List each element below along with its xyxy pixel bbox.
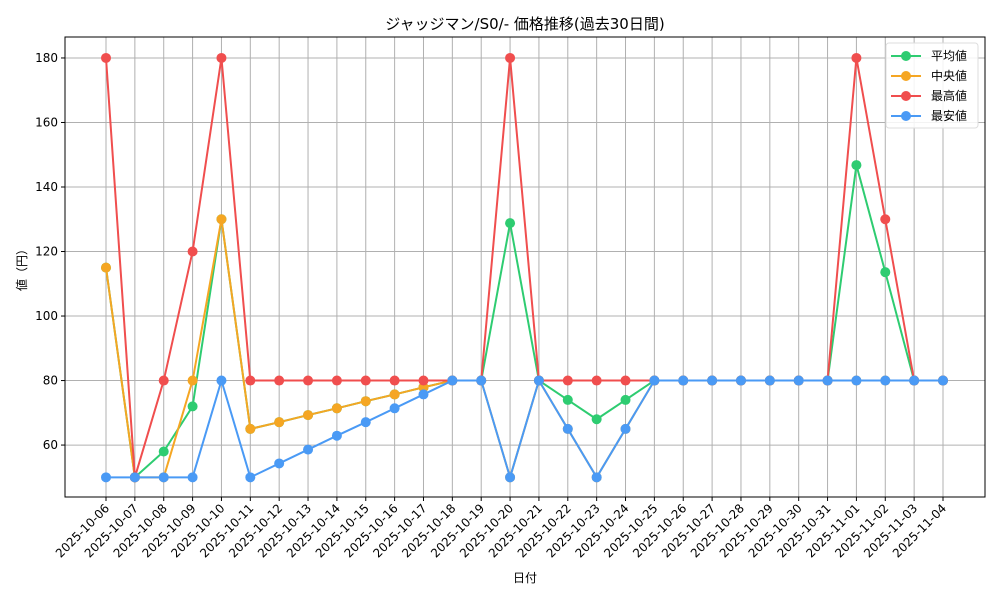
data-point bbox=[533, 375, 544, 386]
legend-marker bbox=[901, 111, 911, 121]
data-point bbox=[360, 375, 371, 386]
data-point bbox=[851, 160, 862, 171]
data-point bbox=[274, 458, 285, 469]
data-point bbox=[245, 375, 256, 386]
data-point bbox=[562, 423, 573, 434]
y-tick-label: 80 bbox=[43, 374, 58, 388]
data-point bbox=[735, 375, 746, 386]
data-point bbox=[418, 375, 429, 386]
data-point bbox=[187, 401, 198, 412]
data-point bbox=[620, 423, 631, 434]
plot-area-frame bbox=[64, 36, 986, 498]
data-point bbox=[187, 375, 198, 386]
y-tick-label: 120 bbox=[35, 245, 58, 259]
data-point bbox=[649, 375, 660, 386]
data-point bbox=[101, 262, 111, 273]
data-point bbox=[274, 417, 285, 428]
data-point bbox=[129, 472, 140, 483]
data-point bbox=[793, 375, 804, 386]
data-point bbox=[303, 375, 314, 386]
data-point bbox=[880, 267, 891, 278]
data-point bbox=[187, 246, 198, 257]
data-point bbox=[389, 389, 400, 400]
series-line bbox=[101, 214, 948, 483]
data-point bbox=[158, 375, 169, 386]
data-point bbox=[505, 218, 516, 229]
data-point bbox=[851, 375, 862, 386]
data-point bbox=[476, 375, 487, 386]
series-path bbox=[106, 377, 943, 481]
data-point bbox=[158, 446, 169, 457]
data-point bbox=[158, 472, 169, 483]
data-point bbox=[822, 375, 833, 386]
data-point bbox=[101, 472, 111, 483]
y-axis: 60 80 100 120 140 160 180 bbox=[35, 51, 65, 452]
data-point bbox=[505, 472, 516, 483]
data-point bbox=[938, 375, 948, 386]
data-point bbox=[591, 472, 602, 483]
data-point bbox=[303, 444, 314, 455]
legend-marker bbox=[901, 71, 911, 81]
data-point bbox=[620, 394, 631, 405]
data-point bbox=[764, 375, 775, 386]
data-point bbox=[216, 214, 227, 225]
data-point bbox=[101, 52, 111, 63]
data-point bbox=[389, 375, 400, 386]
series-path bbox=[105, 219, 943, 481]
legend-label: 最高値 bbox=[931, 88, 967, 103]
data-point bbox=[678, 375, 689, 386]
chart-title: ジャッジマン/S0/- 価格推移(過去30日間) bbox=[385, 15, 664, 33]
data-point bbox=[562, 394, 573, 405]
series-line bbox=[101, 375, 948, 483]
data-point bbox=[880, 375, 891, 386]
data-point bbox=[187, 472, 198, 483]
data-point bbox=[418, 389, 429, 400]
data-point bbox=[620, 375, 631, 386]
data-point bbox=[851, 52, 862, 63]
y-tick-label: 160 bbox=[35, 115, 58, 129]
y-tick-label: 180 bbox=[35, 51, 58, 65]
data-point bbox=[562, 375, 573, 386]
data-point bbox=[909, 375, 920, 386]
data-point bbox=[245, 423, 256, 434]
data-point bbox=[245, 472, 256, 483]
data-point bbox=[216, 375, 227, 386]
y-axis-label: 値（円） bbox=[14, 243, 29, 291]
data-point bbox=[360, 417, 371, 428]
legend-label: 平均値 bbox=[931, 48, 967, 63]
data-point bbox=[389, 403, 400, 414]
legend-marker bbox=[901, 91, 911, 101]
y-tick-label: 60 bbox=[43, 438, 58, 452]
data-series bbox=[101, 52, 948, 483]
y-tick-label: 140 bbox=[35, 180, 58, 194]
data-point bbox=[331, 375, 342, 386]
data-point bbox=[274, 375, 285, 386]
data-point bbox=[331, 403, 342, 414]
data-point bbox=[447, 375, 458, 386]
legend-label: 中央値 bbox=[931, 68, 967, 83]
legend-box bbox=[885, 42, 979, 129]
data-point bbox=[591, 414, 602, 425]
x-axis-label: 日付 bbox=[513, 571, 537, 585]
data-point bbox=[216, 52, 227, 63]
y-tick-label: 100 bbox=[35, 309, 58, 323]
data-point bbox=[360, 396, 371, 407]
x-axis: 2025-10-062025-10-072025-10-082025-10-09… bbox=[53, 497, 949, 560]
legend-label: 最安値 bbox=[931, 108, 967, 123]
data-point bbox=[707, 375, 718, 386]
legend-marker bbox=[901, 51, 911, 61]
data-point bbox=[505, 52, 516, 63]
data-point bbox=[331, 430, 342, 441]
data-point bbox=[591, 375, 602, 386]
data-point bbox=[303, 410, 314, 421]
data-point bbox=[880, 214, 891, 225]
